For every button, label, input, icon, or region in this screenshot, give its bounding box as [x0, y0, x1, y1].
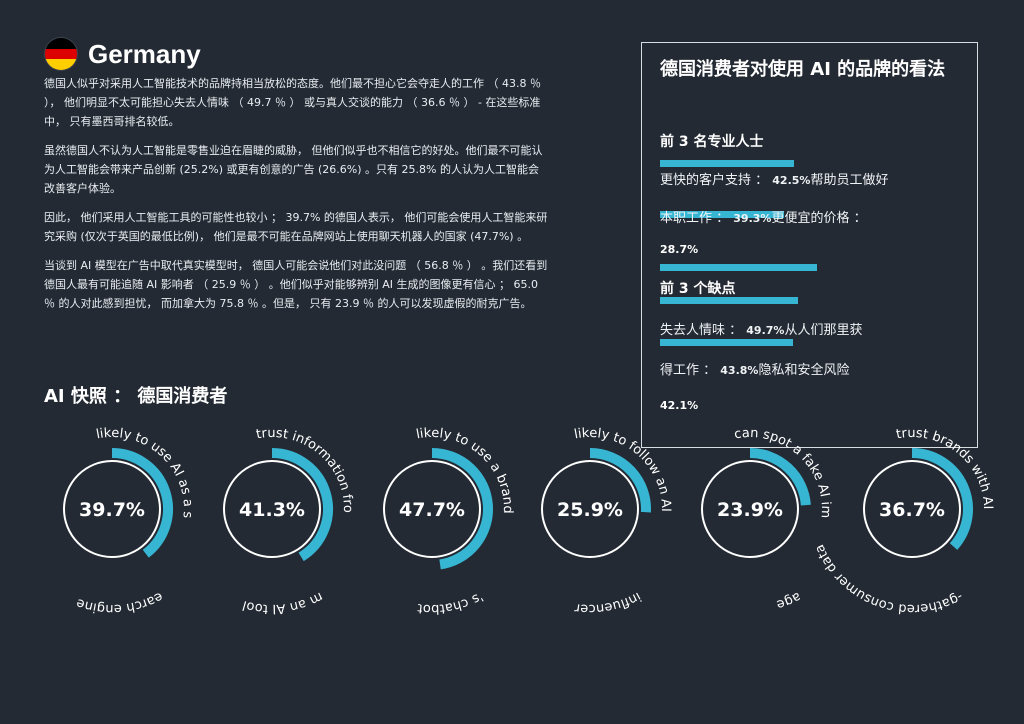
snapshot-title: AI 快照 ： 德国消费者 — [44, 386, 228, 407]
paragraph: 虽然德国人不认为人工智能是零售业迫在眉睫的威胁， 但他们似乎也不相信它的好处。他… — [44, 144, 543, 195]
pros-bar-3 — [660, 264, 817, 271]
gauge-value-arc — [271, 448, 333, 562]
gauge-value-arc — [111, 448, 173, 558]
brand-perception-panel: 德国消费者对使用 AI 的品牌的看法 前 3 名专业人士 更快的客户支持 ： 4… — [641, 42, 978, 448]
cons-line-1: 失去人情味 ： 49.7%从人们那里获 — [660, 323, 863, 338]
gauge-ring — [383, 460, 481, 558]
gauge-ring — [701, 460, 799, 558]
gauge-bottom-text: m an AI tool — [241, 589, 325, 616]
gauge-ring — [223, 460, 321, 558]
country-title: Germany — [88, 38, 201, 69]
paragraph: 当谈到 AI 模型在广告中取代真实模型时， 德国人可能会说他们对此没问题 （ 5… — [44, 259, 548, 310]
paragraph: 因此， 他们采用人工智能工具的可能性也较小 ； 39.7% 的德国人表示， 他们… — [44, 211, 548, 243]
gauge-bottom-text: influencer — [573, 589, 643, 616]
gauge-ring — [541, 460, 639, 558]
cons-heading: 前 3 个缺点 — [660, 281, 736, 297]
gauge-value-label: 41.3% — [239, 499, 305, 521]
cons-line-2: 得工作 ： 43.8%隐私和安全风险 — [660, 363, 850, 378]
gauge-value-label: 39.7% — [79, 499, 145, 521]
gauge-value-arc — [911, 448, 973, 550]
pros-line-2: 本职工作 ： 39.3%更便宜的价格 ： — [660, 211, 867, 226]
gauge-bottom-text: age — [774, 589, 803, 612]
paragraph: 德国人似乎对采用人工智能技术的品牌持相当放松的态度。他们最不担心它会夺走人的工作… — [44, 77, 541, 128]
gauge-value-arc — [589, 448, 651, 513]
germany-flag-icon — [44, 37, 78, 71]
gauge-value-arc — [431, 448, 493, 570]
gauge-ring — [63, 460, 161, 558]
pros-bar-2 — [660, 211, 784, 218]
gauge-value-label: 25.9% — [557, 499, 623, 521]
panel-title: 德国消费者对使用 AI 的品牌的看法 — [660, 59, 946, 80]
cons-bar-2 — [660, 339, 793, 346]
gauge-value-arc — [749, 448, 811, 506]
pros-bar-1 — [660, 160, 794, 167]
pros-line-3: 28.7% — [660, 243, 699, 256]
gauge-value-label: 23.9% — [717, 499, 783, 521]
cons-line-3: 42.1% — [660, 399, 699, 412]
gauge-bottom-text: 's chatbot — [417, 589, 486, 616]
intro-text: 德国人似乎对采用人工智能技术的品牌持相当放松的态度。他们最不担心它会夺走人的工作… — [44, 74, 549, 323]
gauge-value-label: 47.7% — [399, 499, 465, 521]
gauge-ring — [863, 460, 961, 558]
gauge-bottom-text: earch engine — [74, 589, 165, 616]
page-header: Germany — [44, 36, 201, 72]
gauge-bottom-text: -gathered consumer data — [812, 542, 965, 616]
pros-heading: 前 3 名专业人士 — [660, 134, 764, 150]
cons-bar-1 — [660, 297, 798, 304]
pros-line-1: 更快的客户支持 ： 42.5%帮助员工做好 — [660, 173, 889, 188]
gauge-value-label: 36.7% — [879, 499, 945, 521]
